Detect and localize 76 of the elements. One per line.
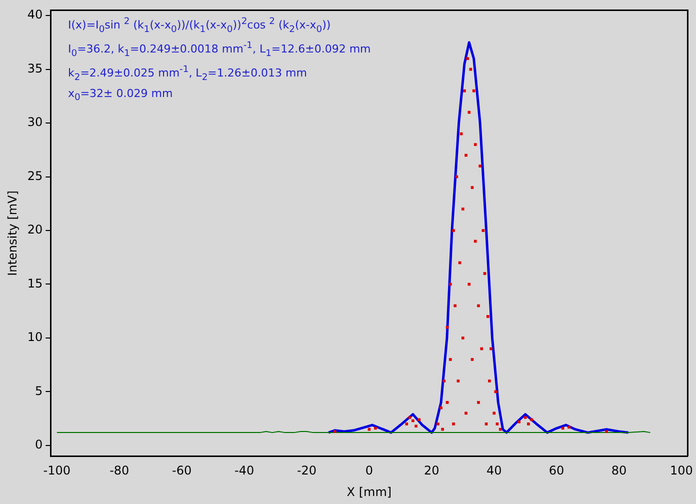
point [440, 406, 442, 410]
y-tick-label: 5 [35, 384, 43, 398]
point [482, 229, 485, 232]
point [414, 424, 418, 428]
point [464, 154, 468, 157]
point [568, 426, 570, 429]
point [474, 143, 477, 146]
point [466, 57, 469, 60]
point [484, 422, 488, 426]
point [454, 304, 456, 308]
x-tick-label: -100 [43, 464, 71, 478]
point [496, 422, 499, 426]
x-tick-label: 0 [365, 464, 374, 478]
point [446, 401, 449, 404]
y-tick-label: 15 [27, 276, 43, 290]
point [452, 422, 455, 426]
y-axis-title: Intensity [mV] [5, 190, 20, 276]
y-tick-label: 30 [27, 115, 43, 130]
point [411, 419, 414, 422]
point [461, 336, 464, 340]
point [448, 282, 452, 286]
point [527, 422, 530, 426]
point [470, 358, 474, 361]
point [480, 347, 484, 350]
text: I$_{0}$=36.2, k$_{1}$=0.249±0.0018 mm$^{-1}$, L$_{1}$=12.6±0.092 mm [68, 40, 371, 59]
point [474, 240, 477, 243]
x-tick-label: 80 [611, 464, 627, 478]
y-tick-label: 25 [27, 168, 43, 183]
point [605, 430, 608, 433]
point [524, 416, 527, 419]
text: I(x)=I$_{0}$sin $^{2}$ (k$_{1}$(x-x$_{0}$))/(k$_{1}$(x-x$_{0}$))$^{2}$cos $^{2}$ (k$_{2}$(x-x$_{0}$)) [68, 16, 331, 35]
point [405, 422, 408, 426]
point [442, 380, 446, 382]
point [478, 164, 482, 168]
point [452, 229, 455, 232]
y-tick-label: 35 [27, 61, 43, 76]
y-tick-label: 0 [35, 438, 43, 452]
point [436, 422, 440, 426]
x-tick-label: 60 [548, 464, 564, 478]
point [492, 412, 496, 415]
x-tick-label: -40 [234, 464, 254, 478]
point [518, 420, 520, 424]
point [530, 418, 533, 422]
point [441, 428, 444, 431]
point [456, 380, 460, 382]
point [408, 416, 412, 419]
x-tick-label: 100 [670, 464, 693, 478]
point [418, 418, 421, 422]
point [468, 282, 471, 286]
x-tick-label: -20 [296, 464, 317, 478]
y-tick-label: 40 [27, 8, 43, 22]
point [477, 304, 480, 308]
point [333, 430, 336, 433]
point [455, 175, 458, 178]
point [498, 428, 502, 431]
point [490, 347, 492, 350]
y-tick-label: 20 [27, 222, 43, 237]
point [486, 315, 490, 318]
x-tick-label: 20 [424, 464, 440, 478]
annotation: k$_{2}$=2.49±0.025 mm$^{-1}$, L$_{2}$=1.26±0.013 mm [68, 63, 308, 84]
point [448, 358, 452, 361]
point [463, 89, 466, 92]
annotation: x$_{0}$=32± 0.029 mm [68, 86, 174, 106]
point [488, 380, 491, 382]
x-tick-label: -60 [172, 464, 192, 478]
point [464, 412, 468, 415]
x-axis-title: X [mm] [346, 484, 392, 499]
point [477, 401, 480, 404]
point [470, 186, 474, 189]
point [483, 272, 486, 275]
point [374, 426, 377, 430]
x-tick-label: -80 [110, 464, 130, 478]
y-tick-label: 10 [27, 330, 43, 344]
point [468, 110, 471, 114]
x-tick-label: 40 [486, 464, 502, 478]
point [461, 208, 464, 210]
